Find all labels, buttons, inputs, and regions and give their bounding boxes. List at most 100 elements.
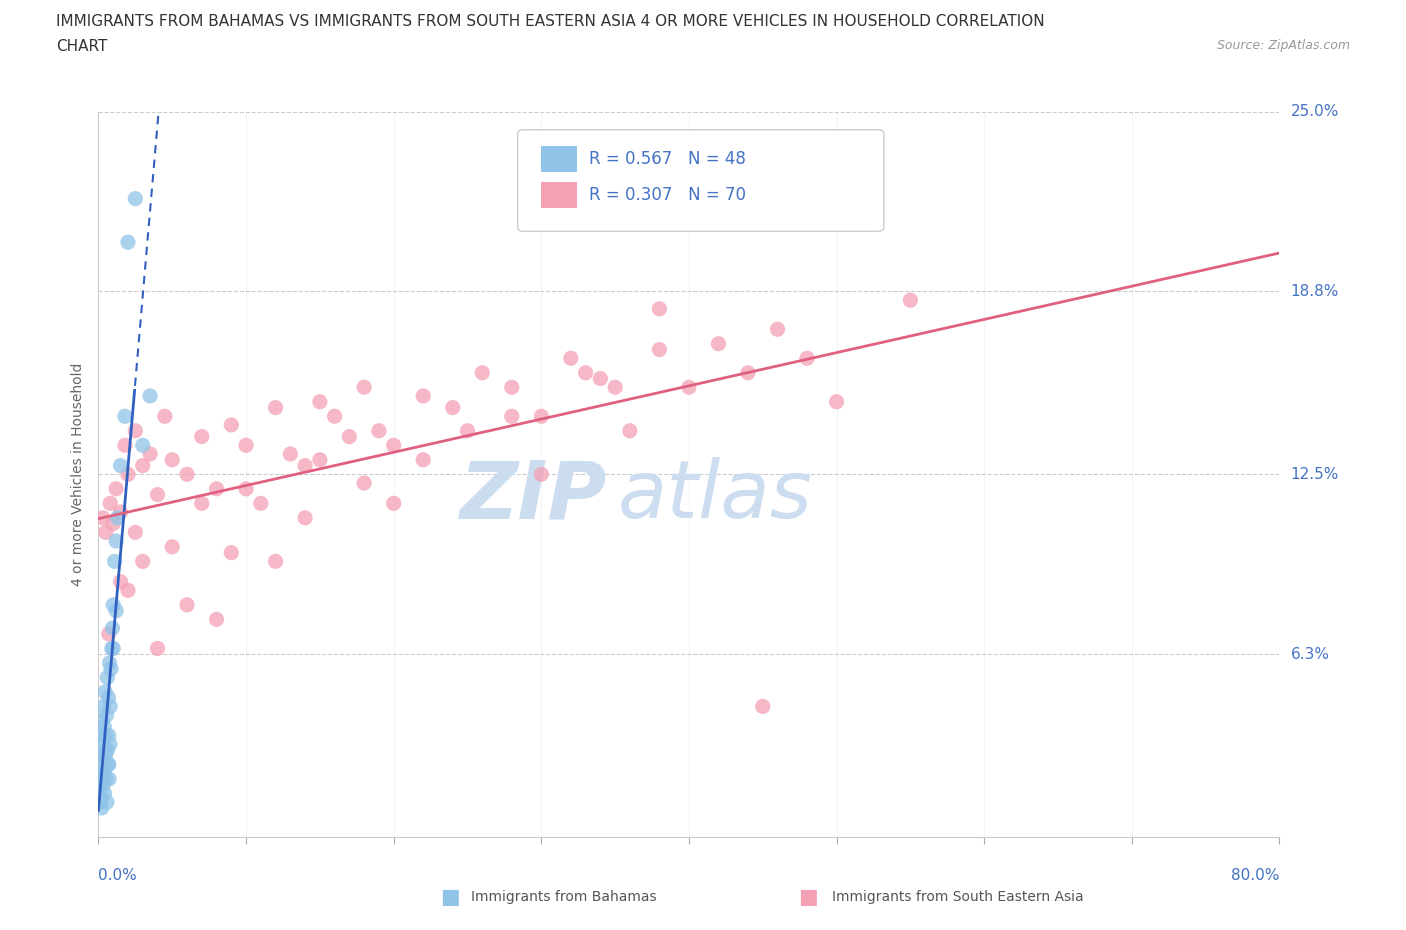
Point [707, 337, 730, 352]
Point [117, 467, 139, 482]
Point [94, 772, 117, 787]
Point [353, 379, 375, 394]
Point [294, 458, 316, 473]
Point [235, 438, 257, 453]
Point [91, 737, 114, 751]
Point [97, 757, 120, 772]
Point [100, 661, 122, 676]
Point [501, 379, 523, 394]
Point [205, 482, 228, 497]
Point [471, 365, 494, 380]
Point [825, 394, 848, 409]
Point [219, 418, 243, 432]
Point [96, 670, 118, 684]
Point [94, 728, 117, 743]
Point [162, 452, 183, 467]
Point [530, 409, 553, 424]
Point [98, 656, 121, 671]
Text: 80.0%: 80.0% [1232, 868, 1279, 883]
Text: IMMIGRANTS FROM BAHAMAS VS IMMIGRANTS FROM SOUTH EASTERN ASIA 4 OR MORE VEHICLES: IMMIGRANTS FROM BAHAMAS VS IMMIGRANTS FR… [56, 14, 1045, 29]
Point [107, 511, 129, 525]
Point [89, 777, 111, 792]
Text: CHART: CHART [56, 39, 108, 54]
Point [309, 394, 332, 409]
Point [337, 429, 360, 444]
Point [124, 192, 146, 206]
Point [219, 545, 243, 560]
Point [91, 511, 114, 525]
Point [309, 452, 332, 467]
Point [176, 467, 198, 482]
Point [132, 438, 155, 453]
Point [91, 777, 114, 792]
Point [117, 583, 139, 598]
Point [89, 749, 111, 764]
Point [105, 604, 128, 618]
Point [93, 765, 115, 780]
Point [97, 627, 120, 642]
Text: R = 0.567   N = 48: R = 0.567 N = 48 [589, 150, 745, 167]
Point [737, 365, 759, 380]
Point [96, 795, 118, 810]
Point [278, 446, 302, 461]
Point [678, 379, 700, 394]
Point [751, 699, 773, 714]
Point [114, 409, 136, 424]
Point [176, 597, 198, 612]
Point [90, 772, 112, 787]
Point [323, 409, 346, 424]
Point [132, 554, 155, 569]
Point [574, 365, 596, 380]
Text: 12.5%: 12.5% [1291, 467, 1339, 482]
Text: Immigrants from South Eastern Asia: Immigrants from South Eastern Asia [832, 890, 1084, 905]
Point [104, 554, 127, 569]
Point [368, 423, 391, 438]
Point [264, 554, 287, 569]
Point [191, 429, 214, 444]
Point [100, 641, 122, 656]
Point [162, 539, 183, 554]
Point [124, 525, 146, 539]
Point [97, 690, 120, 705]
Point [91, 713, 114, 728]
Point [117, 234, 139, 249]
Point [900, 293, 922, 308]
Text: atlas: atlas [619, 457, 813, 535]
Bar [541, 146, 576, 172]
Point [98, 496, 121, 511]
Point [153, 409, 176, 424]
Point [501, 409, 523, 424]
Point [110, 574, 132, 589]
Text: ZIP: ZIP [458, 457, 606, 535]
Point [250, 496, 273, 511]
Point [97, 742, 120, 757]
Point [90, 728, 112, 743]
Point [93, 699, 115, 714]
Point [89, 765, 111, 780]
Point [412, 452, 434, 467]
Point [97, 728, 120, 743]
Point [103, 516, 125, 531]
Point [90, 801, 112, 816]
Text: Immigrants from Bahamas: Immigrants from Bahamas [471, 890, 657, 905]
Point [796, 351, 818, 365]
Point [90, 795, 112, 810]
Point [766, 322, 789, 337]
Point [456, 423, 478, 438]
Point [264, 400, 287, 415]
Point [648, 301, 671, 316]
Point [94, 742, 117, 757]
Point [139, 446, 162, 461]
Point [191, 496, 214, 511]
Point [91, 757, 114, 772]
Point [353, 475, 375, 490]
Point [560, 351, 582, 365]
Text: Source: ZipAtlas.com: Source: ZipAtlas.com [1216, 39, 1350, 52]
Point [98, 772, 121, 787]
Point [648, 342, 671, 357]
Point [382, 496, 405, 511]
FancyBboxPatch shape [517, 130, 884, 232]
Point [97, 757, 120, 772]
Text: 0.0%: 0.0% [98, 868, 138, 883]
Point [530, 467, 553, 482]
